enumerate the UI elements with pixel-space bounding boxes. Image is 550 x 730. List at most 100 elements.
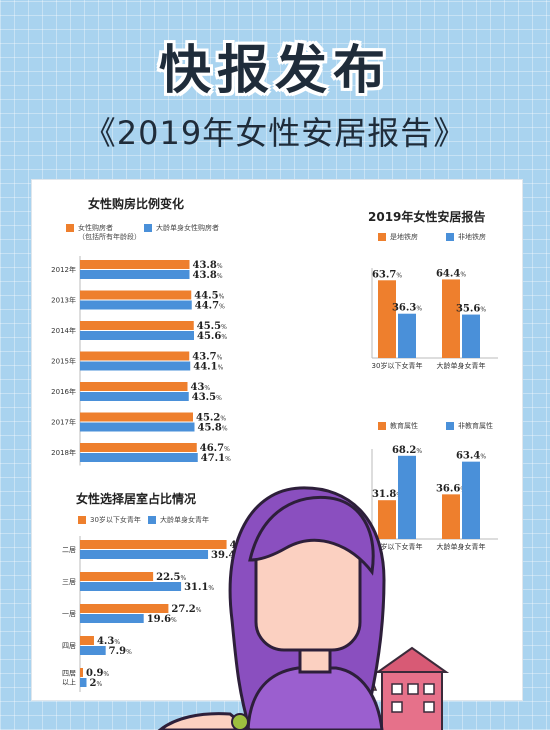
bar: [398, 455, 416, 539]
legend-swatch: [148, 516, 156, 524]
category-label: 2012年: [51, 265, 76, 274]
chart1-legend-blue: 大龄单身女性购房者: [144, 224, 219, 233]
bar: [80, 604, 169, 613]
value-label: 2%: [90, 678, 103, 689]
value-label: 27.2%: [171, 604, 201, 615]
value-label: 39.4%: [211, 550, 241, 561]
bar: [80, 382, 188, 391]
value-label: 35.6%: [456, 304, 486, 315]
value-label: 43.8%: [193, 260, 223, 271]
subtitle: 《2019年女性安居报告》: [83, 114, 467, 152]
category-label: 2018年: [51, 448, 76, 457]
value-label: 47.1%: [201, 453, 231, 464]
legend-label: 30岁以下女青年: [90, 516, 141, 524]
bar: [80, 614, 144, 623]
value-label: 43.8%: [193, 270, 223, 281]
category-label: 30岁以下女青年: [372, 361, 423, 370]
bar: [80, 290, 192, 300]
bar: [80, 422, 195, 432]
chart4-legend-blue: 非教育属性: [446, 422, 493, 431]
legend-label: 大龄单身女青年: [160, 516, 209, 524]
category-label: 大龄单身女青年: [437, 542, 486, 551]
bar: [80, 300, 192, 310]
category-label: 四居: [62, 642, 76, 650]
legend-swatch: [446, 422, 454, 430]
chart2-title: 女性选择居室占比情况: [76, 492, 197, 506]
bar: [80, 392, 189, 401]
category-label: 2013年: [51, 296, 76, 305]
bar: [80, 540, 227, 549]
category-label: 大龄单身女青年: [437, 361, 486, 370]
category-label: 2015年: [51, 357, 76, 366]
bar: [462, 461, 480, 539]
value-label: 44.5%: [194, 291, 224, 302]
value-label: 63.4%: [456, 451, 486, 462]
legend-swatch: [378, 233, 386, 241]
bar: [80, 668, 83, 677]
chart1-legend-orange: 女性购房者 （包括所有年龄段）: [66, 224, 141, 242]
value-label: 45.6%: [197, 331, 227, 342]
legend-swatch: [446, 233, 454, 241]
chart3-legend-blue: 非地铁房: [446, 233, 486, 242]
category-label: 30岁以下女青年: [372, 542, 423, 551]
value-label: 44.1%: [193, 362, 223, 373]
bar: [80, 443, 197, 452]
bar: [80, 582, 182, 591]
legend-label: 女性购房者 （包括所有年龄段）: [78, 224, 141, 241]
bar: [80, 331, 194, 340]
bar: [378, 500, 396, 539]
bar: [442, 494, 460, 539]
value-label: 31.1%: [184, 582, 214, 593]
value-label: 45.5%: [197, 321, 227, 332]
bar: [80, 412, 193, 422]
bar: [80, 361, 191, 371]
value-label: 0.9%: [86, 668, 109, 679]
chart2-legend-orange: 30岁以下女青年: [78, 516, 141, 525]
legend-label: 非地铁房: [458, 233, 486, 241]
bar: [80, 321, 194, 330]
value-label: 68.2%: [392, 445, 422, 456]
category-label: 以上: [62, 678, 76, 687]
bar: [462, 314, 480, 358]
bar: [80, 550, 209, 559]
value-label: 31.8%: [372, 489, 402, 500]
legend-label: 大龄单身女性购房者: [156, 224, 219, 232]
value-label: 19.6%: [147, 614, 177, 625]
legend-swatch: [78, 516, 86, 524]
bar: [398, 313, 416, 358]
value-label: 45.8%: [198, 423, 228, 434]
value-label: 43.7%: [192, 352, 222, 363]
charts-canvas: 2012年 43.8%43.8% 2013年 44.5%44.7% 2014年 45.5%…: [51, 256, 498, 692]
bar: [442, 279, 460, 358]
value-label: 46.7%: [200, 443, 230, 454]
chart3-title: 2019年女性安居报告: [368, 210, 486, 224]
bar: [80, 572, 154, 581]
legend-swatch: [144, 224, 152, 232]
value-label: 64.4%: [436, 268, 466, 279]
category-label: 2016年: [51, 387, 76, 396]
bar: [80, 270, 190, 279]
legend-label: 非教育属性: [458, 422, 493, 430]
legend-label: 是地铁房: [390, 233, 418, 241]
value-label: 4.3%: [97, 636, 120, 647]
bar: [80, 453, 198, 462]
legend-swatch: [378, 422, 386, 430]
chart2-legend-blue: 大龄单身女青年: [148, 516, 209, 525]
category-label: 四居: [62, 670, 76, 678]
legend-swatch: [66, 224, 74, 232]
value-label: 63.7%: [372, 269, 402, 280]
chart1-title: 女性购房比例变化: [88, 197, 185, 211]
category-label: 2017年: [51, 418, 76, 427]
bar: [80, 260, 190, 269]
report-card: 女性购房比例变化 女性购房者 （包括所有年龄段） 大龄单身女性购房者 2019年…: [32, 180, 522, 700]
headline: 快报发布: [158, 41, 391, 101]
value-label: 36.6%: [436, 483, 466, 494]
bar: [80, 636, 94, 645]
chart3-legend-orange: 是地铁房: [378, 233, 418, 242]
value-label: 43.5%: [192, 392, 222, 403]
bar: [378, 280, 396, 358]
value-label: 22.5%: [156, 572, 186, 583]
bar: [80, 678, 87, 687]
category-label: 2014年: [51, 326, 76, 335]
value-label: 7.9%: [109, 646, 132, 657]
